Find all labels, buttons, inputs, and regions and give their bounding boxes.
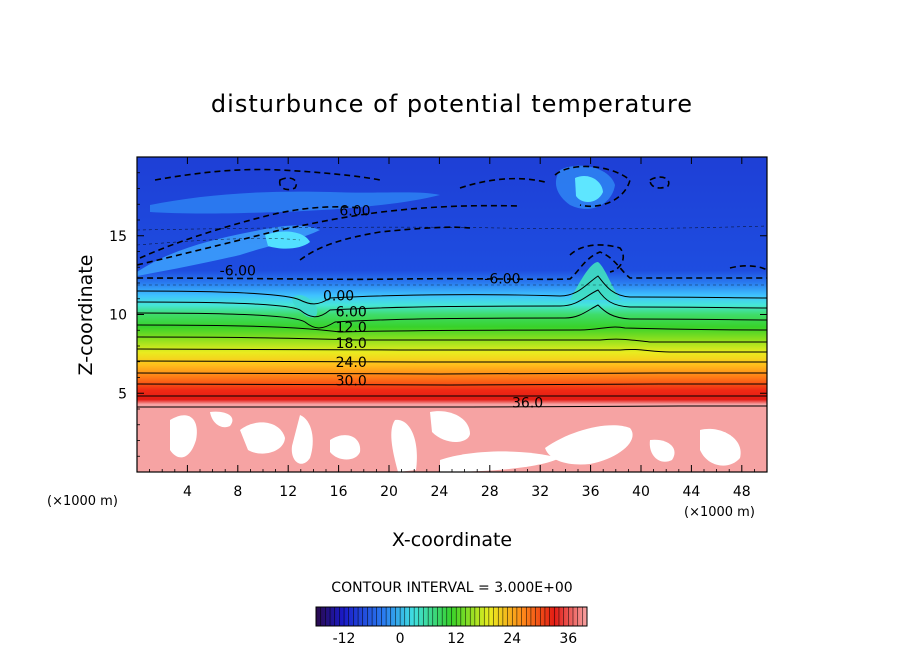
x-unit-right: (×1000 m): [684, 505, 755, 520]
cold-core-right-inner: [575, 175, 603, 202]
solid-contours: [137, 275, 767, 408]
field-area: 6.00-6.00 -6.000.006.0012.018.024.030.036…: [137, 157, 767, 472]
y-tick-label: 5: [118, 386, 127, 402]
contour-label: 0.00: [323, 289, 354, 305]
contour-label: -6.00: [220, 263, 256, 279]
x-tick-label: 24: [430, 484, 448, 500]
x-tick-label: 16: [330, 484, 348, 500]
contour-label: 18.0: [336, 336, 367, 352]
cold-patch-left: [265, 231, 310, 249]
x-tick-label: 36: [582, 484, 600, 500]
contour-interval-text: CONTOUR INTERVAL = 3.000E+00: [331, 580, 572, 596]
x-tick-label: 48: [733, 484, 751, 500]
y-tick-label: 15: [109, 229, 127, 245]
colorbar: -12 0 12 24 36: [315, 606, 588, 647]
chart-title: disturbunce of potential temperature: [211, 90, 693, 118]
upper-thin-contours: [137, 225, 767, 286]
x-tick-label: 8: [233, 484, 242, 500]
x-tick-label: 28: [481, 484, 499, 500]
colorbar-segments: [320, 607, 583, 626]
x-unit-left: (×1000 m): [47, 494, 118, 509]
contour-label: 36.0: [512, 396, 543, 412]
y-tick-label: 10: [109, 308, 127, 324]
warm-bump-left: [292, 295, 318, 318]
x-tick-label: 12: [279, 484, 297, 500]
x-tick-label: 4: [183, 484, 192, 500]
x-tick-label: 44: [682, 484, 700, 500]
contour-label: 12.0: [336, 320, 367, 336]
surface-white-patches: [170, 411, 741, 472]
contour-label: 24.0: [336, 355, 367, 371]
colorbar-tick-label: 12: [447, 631, 465, 647]
x-tick-label: 40: [632, 484, 650, 500]
colorbar-tick-label: 36: [559, 631, 577, 647]
colorbar-tick-label: 0: [396, 631, 405, 647]
warm-bump-right: [570, 262, 622, 300]
cold-streak-upper: [150, 191, 440, 214]
x-axis-label: X-coordinate: [392, 529, 512, 551]
contour-label: 6.00: [339, 204, 370, 220]
y-axis: 5 10 15: [109, 172, 767, 457]
x-axis: 4 8 12 16 20 24 28 32 36 40 44 48: [149, 157, 755, 500]
x-tick-label: 32: [531, 484, 549, 500]
colorbar-tick-label: -12: [333, 631, 356, 647]
contour-label: 30.0: [336, 374, 367, 390]
colorbar-ticks: -12 0 12 24 36: [333, 631, 578, 647]
contour-labels: 6.00-6.00 -6.000.006.0012.018.024.030.036…: [220, 204, 544, 412]
contour-label: 6.00: [336, 304, 367, 320]
x-tick-label: 20: [380, 484, 398, 500]
contour-label: -6.00: [484, 271, 520, 287]
colorbar-tick-label: 24: [503, 631, 521, 647]
y-axis-label: Z-coordinate: [75, 255, 97, 376]
